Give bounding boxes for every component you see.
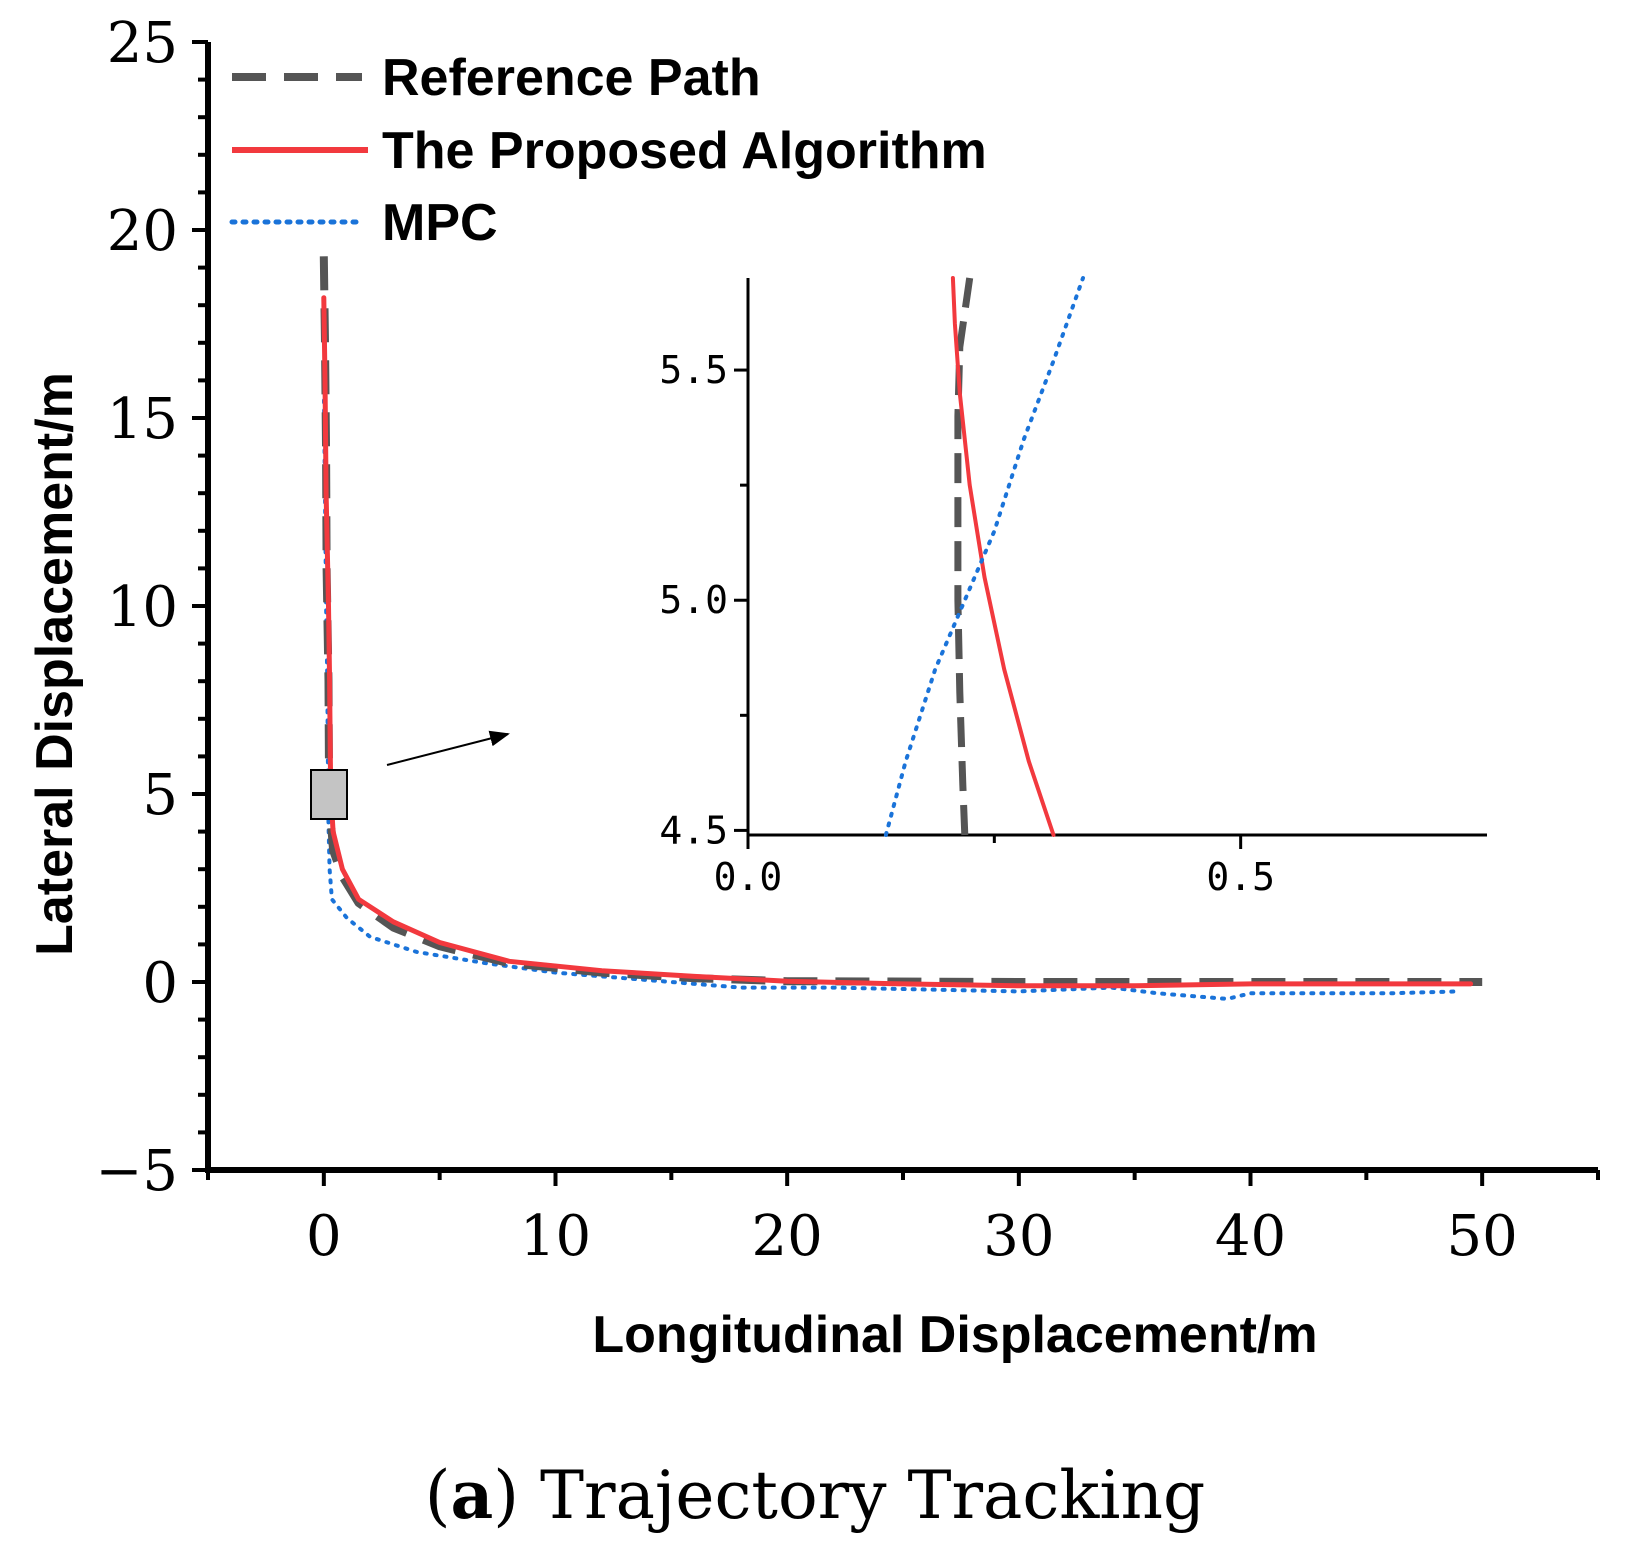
x-tick-label-50: 50 [1447, 1204, 1518, 1269]
inset-tick-labels: 4.5 5.0 5.5 0.0 0.5 [659, 348, 1275, 899]
inset-series-line-the-proposed-algorithm [950, 276, 1056, 837]
zoom-region-box [310, 769, 348, 820]
figure-caption: (a) Trajectory Tracking [425, 1456, 1205, 1534]
series-line-the-proposed-algorithm [321, 295, 1474, 989]
caption-open-paren: ( [425, 1457, 451, 1534]
main-series [319, 256, 1483, 1001]
inset-y-tick-label-5.5: 5.5 [659, 348, 728, 392]
series-line-reference-path [319, 256, 1483, 986]
main-tick-labels: 0 10 20 30 40 50 −5 0 5 10 15 20 25 [95, 11, 1517, 1269]
x-tick-label-30: 30 [983, 1204, 1054, 1269]
inset-y-tick-label-4.5: 4.5 [659, 808, 728, 852]
inset-series-line-mpc [883, 276, 1085, 837]
x-tick-label-0: 0 [306, 1204, 342, 1269]
y-tick-label-0: 0 [142, 951, 178, 1016]
inset-x-tick-label-0: 0.0 [714, 855, 783, 899]
zoom-arrow [386, 730, 510, 766]
y-tick-label-5: 5 [142, 763, 178, 828]
main-ticks [192, 40, 1600, 1186]
y-tick-label-25: 25 [107, 11, 178, 76]
y-axis-label: Lateral Displacement/m [26, 372, 84, 956]
x-tick-label-20: 20 [752, 1204, 823, 1269]
inset-y-tick-label-5: 5.0 [659, 578, 728, 622]
caption-text: ) Trajectory Tracking [493, 1457, 1205, 1534]
inset-x-tick-label-0.5: 0.5 [1206, 855, 1275, 899]
inset-series-line-reference-path [954, 277, 974, 836]
inset-ticks [734, 368, 1243, 849]
inset-series [883, 276, 1085, 837]
y-tick-label-20: 20 [107, 199, 178, 264]
y-tick-label-10: 10 [107, 575, 178, 640]
series-line-mpc [321, 378, 1461, 1001]
legend-label-reference-path: Reference Path [382, 49, 761, 107]
x-tick-label-10: 10 [520, 1204, 591, 1269]
x-axis-label: Longitudinal Displacement/m [592, 1306, 1317, 1364]
inset-chart: 4.5 5.0 5.5 0.0 0.5 [659, 276, 1487, 899]
caption-label: a [451, 1456, 494, 1534]
legend: Reference Path The Proposed Algorithm MP… [229, 49, 987, 252]
y-tick-label-15: 15 [107, 387, 178, 452]
legend-label-proposed-algorithm: The Proposed Algorithm [382, 122, 987, 180]
x-tick-label-40: 40 [1215, 1204, 1286, 1269]
legend-label-mpc: MPC [382, 194, 498, 252]
y-tick-label--5: −5 [95, 1139, 178, 1204]
